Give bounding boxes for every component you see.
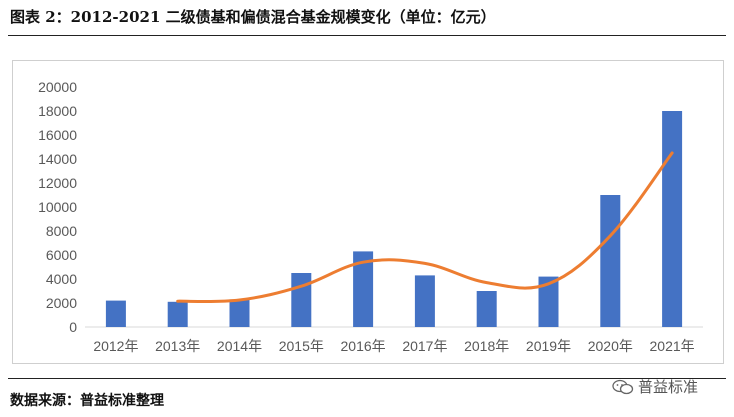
x-tick-label: 2019年 <box>526 338 571 354</box>
x-tick-label: 2013年 <box>155 338 200 354</box>
x-tick-label: 2021年 <box>650 338 695 354</box>
x-tick-label: 2016年 <box>341 338 386 354</box>
source-note: 数据来源：普益标准整理 <box>10 393 164 409</box>
series-line <box>176 151 674 304</box>
chart-area: 0 2000 4000 6000 8000 10000 12000 14000 16000 180… <box>12 60 724 364</box>
watermark-text: 普益标准 <box>638 378 699 396</box>
title-rule <box>8 35 726 36</box>
x-tick-label: 2015年 <box>279 338 324 354</box>
y-tick-label: 0 <box>69 319 77 335</box>
figure-title: 图表 2：2012-2021 二级债基和偏债混合基金规模变化（单位：亿元） <box>10 8 496 26</box>
source-rule <box>8 378 726 379</box>
x-tick-label: 2018年 <box>464 338 509 354</box>
x-tick-label: 2020年 <box>588 338 633 354</box>
x-tick-label: 2017年 <box>402 338 447 354</box>
y-tick-label: 8000 <box>46 223 77 239</box>
y-tick-label: 2000 <box>46 295 77 311</box>
bar <box>538 276 559 327</box>
bar <box>600 195 621 327</box>
bar <box>353 251 374 327</box>
wechat-icon <box>612 379 634 394</box>
bar <box>105 300 126 327</box>
bar <box>291 273 312 327</box>
bar <box>662 111 683 327</box>
y-tick-label: 4000 <box>46 271 77 287</box>
y-tick-label: 14000 <box>38 151 77 167</box>
y-tick-label: 10000 <box>38 199 77 215</box>
watermark: 普益标准 <box>612 376 698 397</box>
bar <box>476 291 497 327</box>
bar <box>167 301 188 327</box>
chart-svg: 0 2000 4000 6000 8000 10000 12000 14000 16000 180… <box>38 79 703 354</box>
y-tick-label: 6000 <box>46 247 77 263</box>
y-tick-label: 20000 <box>38 79 77 95</box>
x-tick-label: 2014年 <box>217 338 262 354</box>
y-tick-label: 18000 <box>38 103 77 119</box>
y-tick-label: 12000 <box>38 175 77 191</box>
bar <box>229 299 250 327</box>
x-tick-label: 2012年 <box>93 338 138 354</box>
bar <box>414 275 435 327</box>
y-tick-label: 16000 <box>38 127 77 143</box>
